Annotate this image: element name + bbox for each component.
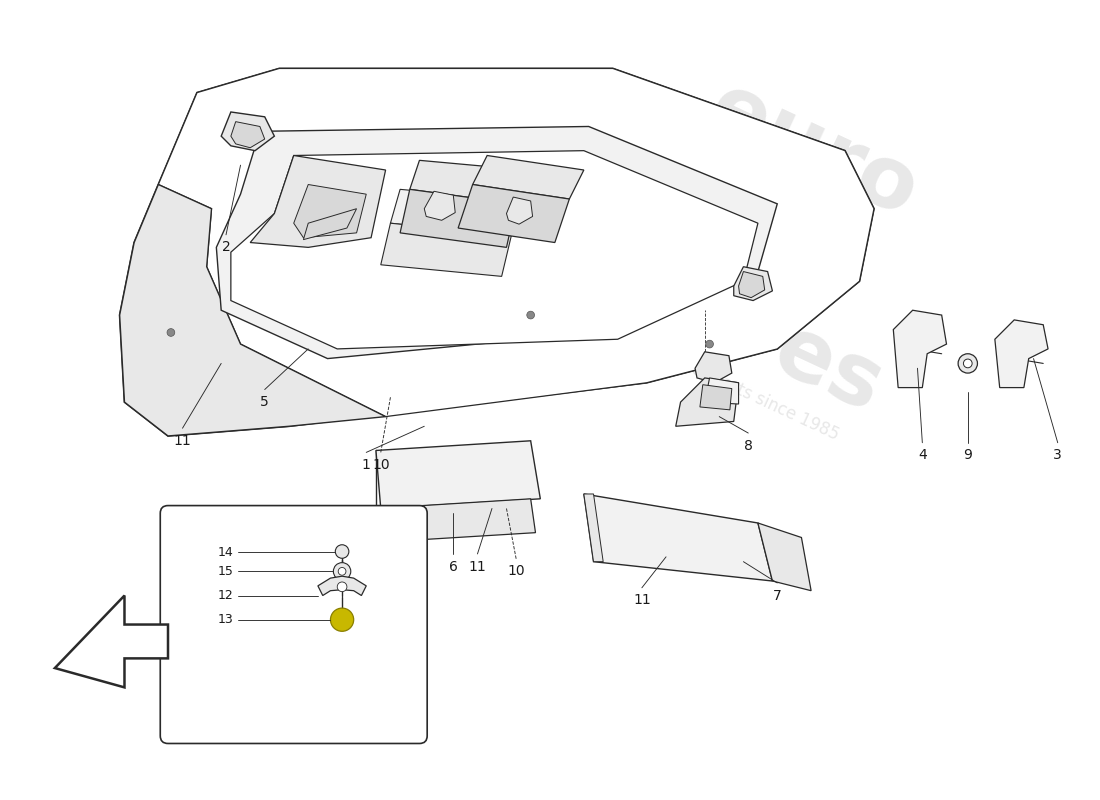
Polygon shape: [304, 209, 356, 240]
Polygon shape: [893, 310, 946, 387]
Polygon shape: [120, 69, 874, 436]
Polygon shape: [294, 185, 366, 238]
Circle shape: [958, 354, 978, 373]
Text: 8: 8: [744, 438, 752, 453]
Circle shape: [338, 567, 345, 575]
Polygon shape: [400, 190, 516, 247]
Polygon shape: [231, 150, 758, 349]
Polygon shape: [381, 223, 512, 276]
Circle shape: [336, 545, 349, 558]
Text: 10: 10: [507, 564, 525, 578]
Text: a passion for parts since 1985: a passion for parts since 1985: [606, 322, 842, 444]
Polygon shape: [506, 197, 532, 224]
Text: 1: 1: [362, 458, 371, 472]
Polygon shape: [221, 112, 274, 150]
Text: euro
car
spares: euro car spares: [568, 45, 977, 430]
Circle shape: [527, 311, 535, 319]
Polygon shape: [410, 160, 526, 204]
Polygon shape: [231, 122, 265, 148]
Polygon shape: [758, 523, 811, 590]
Polygon shape: [158, 69, 874, 417]
Text: 11: 11: [174, 434, 191, 448]
Polygon shape: [994, 320, 1048, 387]
Text: 11: 11: [469, 559, 486, 574]
Polygon shape: [390, 190, 526, 236]
Text: 4: 4: [918, 448, 926, 462]
Polygon shape: [318, 576, 366, 595]
Circle shape: [338, 582, 346, 592]
Polygon shape: [675, 378, 738, 426]
Polygon shape: [120, 185, 386, 436]
Polygon shape: [584, 494, 772, 581]
Polygon shape: [705, 378, 738, 404]
Polygon shape: [376, 441, 540, 509]
Text: 7: 7: [773, 589, 782, 602]
Text: 13: 13: [218, 613, 234, 626]
Polygon shape: [217, 126, 778, 358]
Polygon shape: [425, 191, 455, 220]
Text: 3: 3: [1054, 448, 1063, 462]
Polygon shape: [734, 266, 772, 301]
Text: 14: 14: [218, 546, 234, 558]
Text: 11: 11: [632, 594, 651, 607]
Polygon shape: [738, 271, 764, 298]
Circle shape: [964, 359, 972, 368]
Text: 9: 9: [964, 448, 972, 462]
Polygon shape: [584, 494, 603, 562]
Text: 2: 2: [221, 240, 230, 254]
Text: 12: 12: [218, 589, 234, 602]
Polygon shape: [250, 155, 386, 247]
Polygon shape: [458, 185, 570, 242]
Circle shape: [706, 340, 714, 348]
Polygon shape: [695, 352, 732, 382]
Circle shape: [333, 562, 351, 580]
Circle shape: [167, 329, 175, 336]
Polygon shape: [55, 595, 168, 687]
FancyBboxPatch shape: [161, 506, 427, 743]
Polygon shape: [376, 499, 536, 542]
Text: 15: 15: [218, 565, 234, 578]
Text: 10: 10: [372, 458, 389, 472]
Circle shape: [330, 608, 354, 631]
Polygon shape: [700, 385, 732, 410]
Text: 6: 6: [449, 559, 458, 574]
Polygon shape: [473, 155, 584, 199]
Text: 5: 5: [261, 395, 270, 409]
